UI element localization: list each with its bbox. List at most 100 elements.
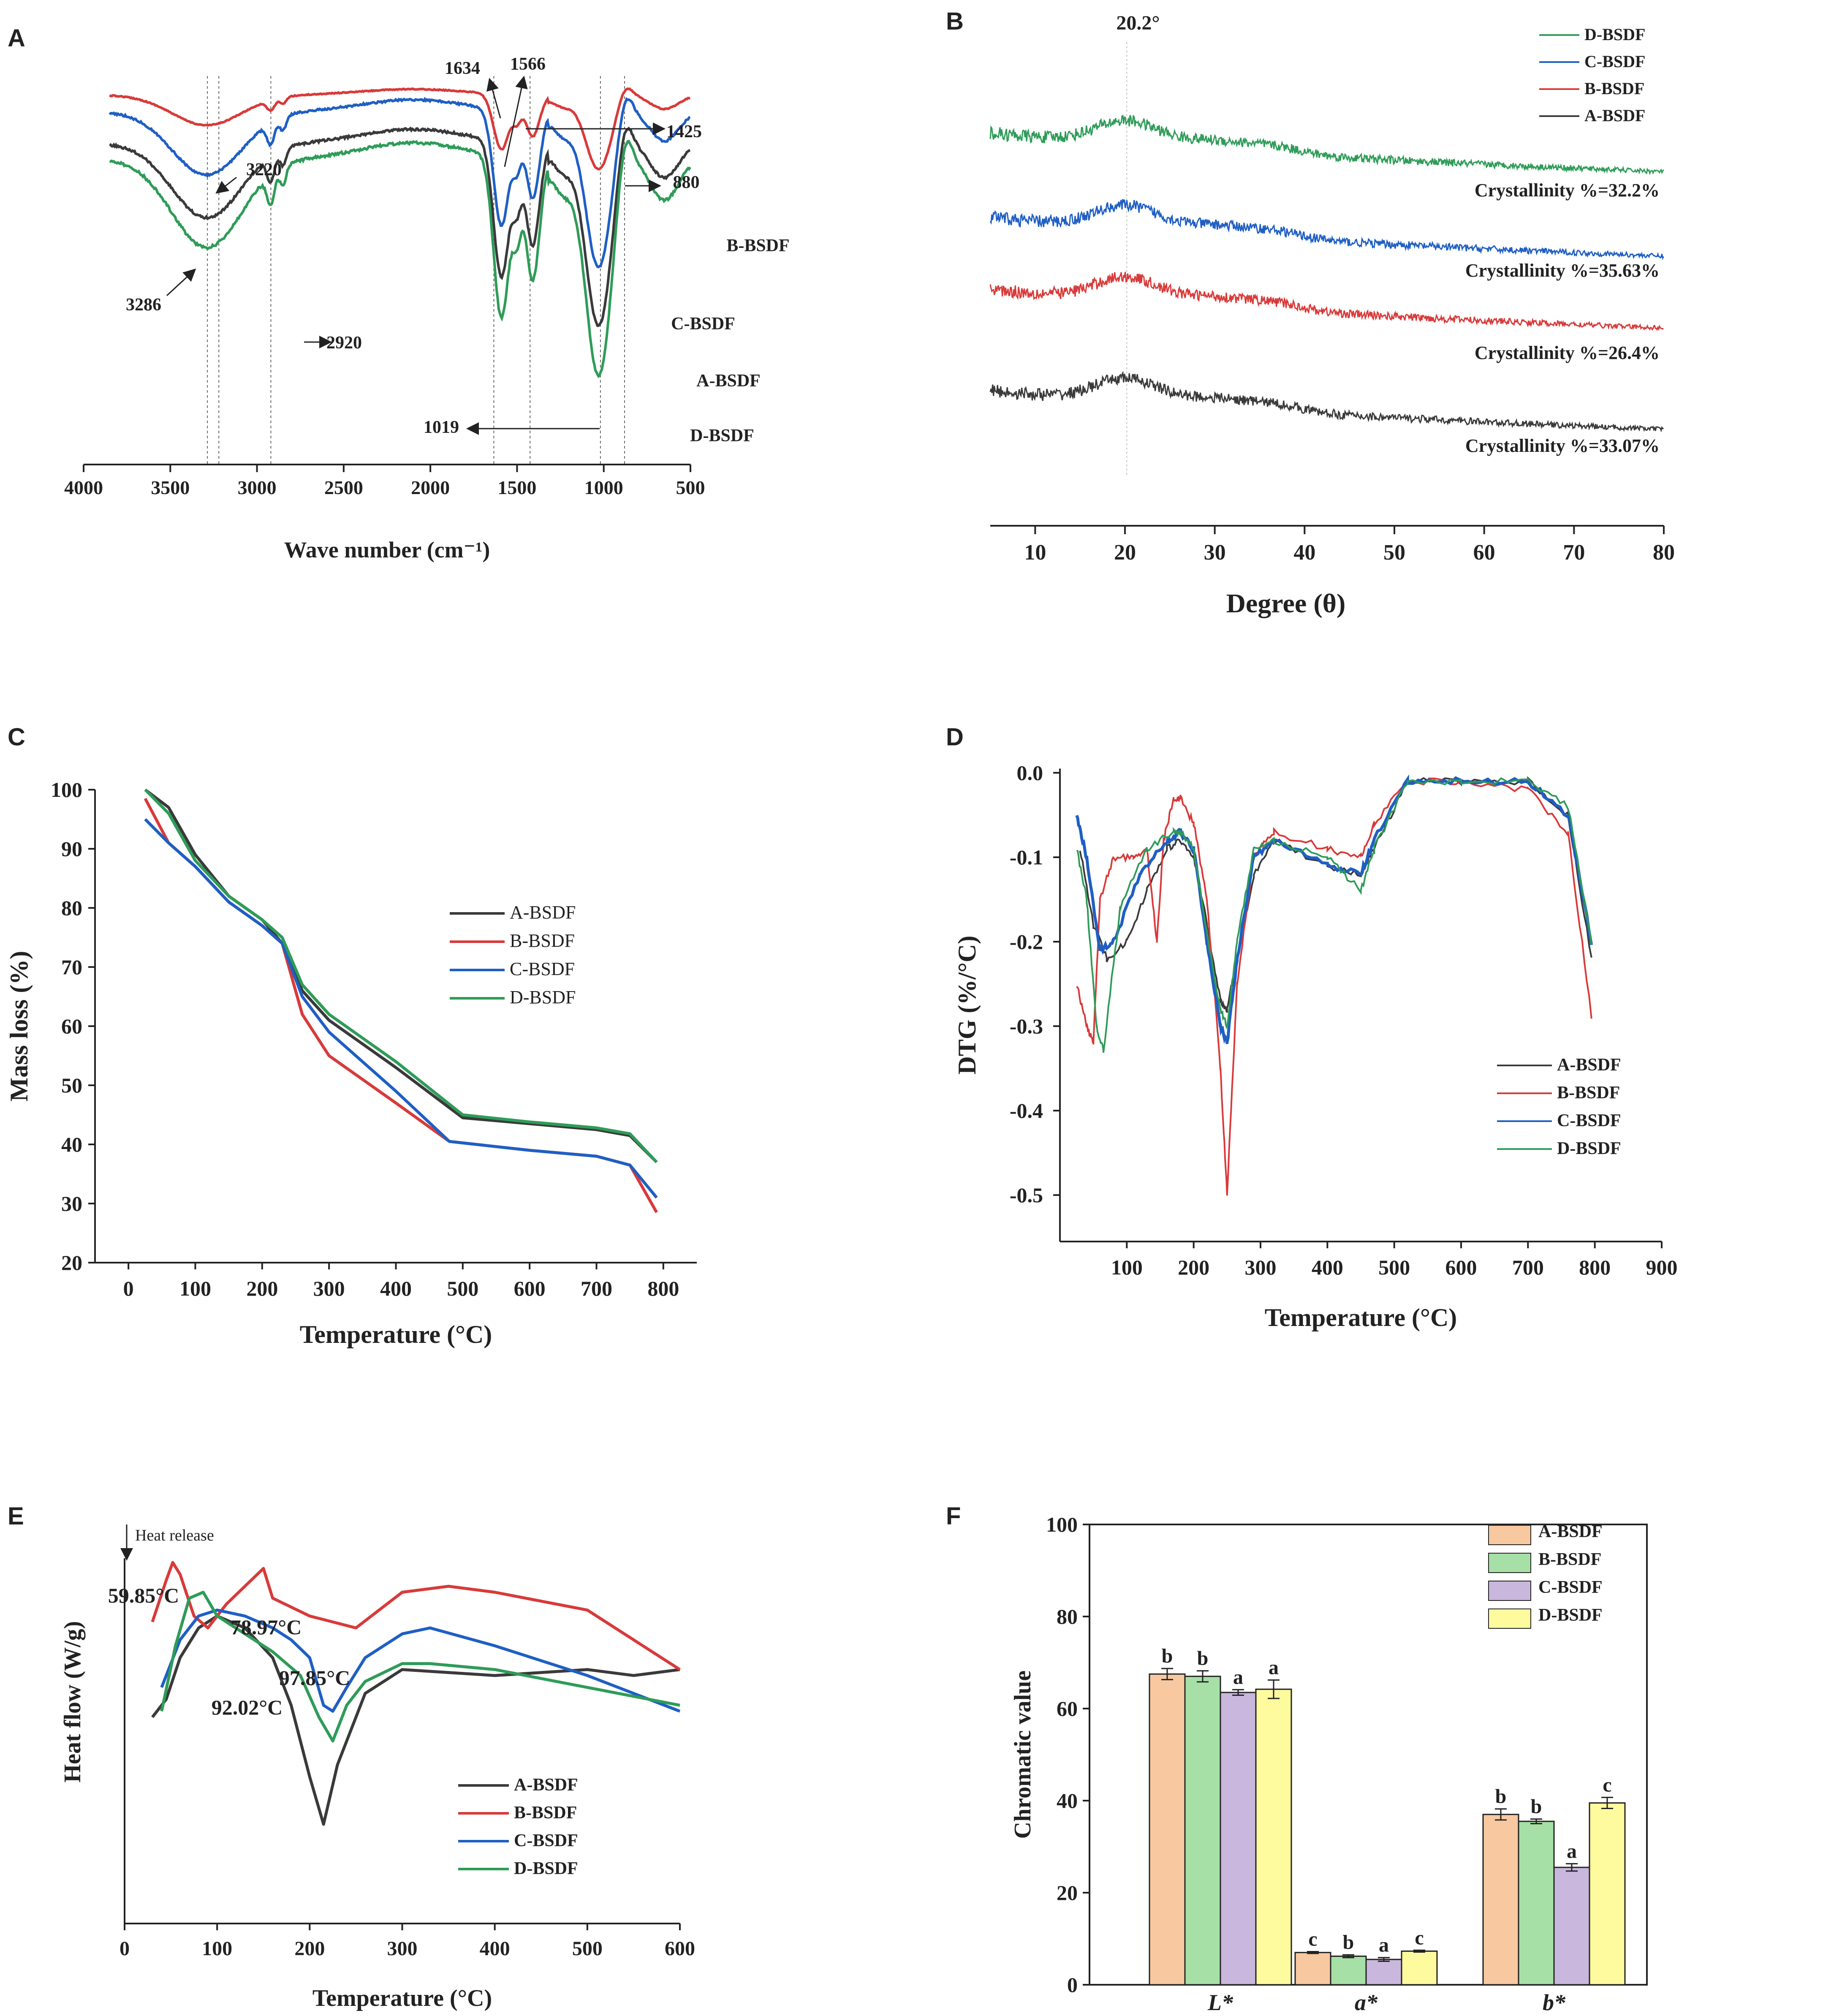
y-tick-label: 40 (1057, 1789, 1078, 1812)
x-tick-label: 200 (246, 1277, 278, 1300)
category-label: b* (1543, 1990, 1566, 2015)
y-tick-label: 60 (1057, 1697, 1078, 1720)
legend-label: B-BSDF (1557, 1083, 1620, 1103)
x-tick-label: 60 (1473, 541, 1495, 565)
legend-label: C-BSDF (1538, 1578, 1603, 1597)
series-label: C-BSDF (671, 314, 735, 334)
x-tick-label: 700 (581, 1277, 612, 1300)
dtg-curve-B-BSDF (1076, 777, 1592, 1196)
x-tick-label: 800 (1579, 1255, 1611, 1279)
tga-curve-B-BSDF (144, 798, 658, 1213)
legend-swatch (1488, 1553, 1531, 1573)
bar-D-BSDF-L* (1255, 1688, 1292, 1986)
peak-label: 92.02°C (212, 1695, 283, 1719)
x-tick-label: 50 (1383, 541, 1405, 565)
x-tick-label: 600 (1445, 1255, 1477, 1279)
x-tick-label: 1000 (584, 477, 623, 498)
series-label: A-BSDF (696, 371, 761, 391)
xrd-curve-B-BSDF (989, 272, 1664, 331)
legend-swatch (1488, 1525, 1531, 1545)
legend-label: D-BSDF (1538, 1606, 1603, 1625)
y-tick-label: -0.5 (1010, 1183, 1043, 1207)
annotation-arrow (166, 268, 196, 296)
legend-label: A-BSDF (514, 1775, 578, 1795)
x-tick-label: 200 (294, 1937, 325, 1960)
ftir-curve-A-BSDF (109, 126, 691, 327)
x-tick-label: 0 (123, 1277, 134, 1300)
crystallinity-label: Crystallinity %=33.07% (1465, 435, 1660, 456)
y-tick-label: 20 (61, 1251, 82, 1274)
significance-letter: a (1379, 1934, 1389, 1956)
ftir-curve-C-BSDF (109, 97, 691, 269)
x-tick-label: 400 (380, 1277, 412, 1300)
tga-curve-A-BSDF (144, 788, 658, 1163)
dsc-curve-C-BSDF (160, 1608, 681, 1713)
x-axis-title: Temperature (°C) (312, 1985, 492, 2011)
y-axis-title: DTG (%/°C) (953, 936, 981, 1075)
x-tick-label: 3000 (238, 477, 277, 498)
x-tick-label: 2500 (324, 477, 363, 498)
x-axis-title: Temperature (°C) (300, 1320, 492, 1348)
bar-A-BSDF-a* (1294, 1952, 1331, 1986)
legend-label: B-BSDF (510, 930, 575, 951)
x-axis-title: Temperature (°C) (1265, 1304, 1457, 1331)
legend-label: A-BSDF (1557, 1055, 1621, 1075)
peak-annotation: 3220 (246, 160, 282, 179)
legend-label: A-BSDF (1584, 106, 1645, 125)
dsc-curve-A-BSDF (151, 1614, 680, 1826)
x-tick-label: 30 (1204, 541, 1226, 565)
x-tick-label: 100 (202, 1937, 232, 1960)
significance-letter: b (1495, 1785, 1507, 1808)
dtg-curve-D-BSDF (1076, 777, 1592, 1053)
y-tick-label: 40 (61, 1133, 82, 1156)
legend-label: B-BSDF (1584, 79, 1644, 98)
x-tick-label: 300 (387, 1937, 418, 1960)
annotation-arrow (215, 177, 237, 194)
dsc-curve-B-BSDF (151, 1561, 681, 1671)
x-tick-label: 1500 (497, 477, 536, 498)
y-tick-label: 100 (1046, 1513, 1078, 1536)
crystallinity-label: Crystallinity %=26.4% (1475, 342, 1660, 363)
y-tick-label: 50 (61, 1073, 82, 1097)
peak-label: 59.85°C (108, 1584, 179, 1607)
y-tick-label: 0 (1067, 1973, 1078, 1997)
dtg-curve-C-BSDF (1075, 774, 1593, 1044)
x-tick-label: 500 (447, 1277, 478, 1300)
x-tick-label: 500 (676, 477, 705, 498)
x-tick-label: 300 (1245, 1255, 1277, 1279)
xrd-curve-C-BSDF (989, 199, 1664, 261)
peak-annotation: 1566 (510, 54, 546, 74)
panel-label-b: B (946, 8, 964, 35)
panel-e: E 0 100 200 300 400 500 600 Temperature (°C) Heat… (8, 1502, 695, 2011)
peak-label: 20.2° (1116, 12, 1160, 34)
legend-label: C-BSDF (514, 1831, 578, 1850)
heat-release-label: Heat release (135, 1527, 214, 1544)
bar-A-BSDF-L* (1149, 1673, 1186, 1986)
y-tick-label: 30 (61, 1192, 82, 1215)
legend-label: C-BSDF (510, 959, 575, 979)
legend-label: D-BSDF (514, 1859, 578, 1878)
y-tick-label: 100 (51, 778, 82, 802)
x-tick-label: 600 (665, 1937, 695, 1960)
legend-label: A-BSDF (510, 902, 576, 923)
panel-b: B 10 20 30 40 50 60 70 80 Degree (θ) 20.2° Crystall… (946, 8, 1675, 618)
x-tick-label: 20 (1114, 541, 1136, 565)
legend-label: C-BSDF (1557, 1111, 1621, 1130)
significance-letter: c (1308, 1928, 1317, 1951)
x-tick-label: 100 (1111, 1255, 1143, 1279)
x-tick-label: 800 (647, 1277, 679, 1300)
peak-annotation: 3286 (126, 295, 161, 315)
legend-label: D-BSDF (510, 987, 576, 1008)
x-tick-label: 100 (179, 1277, 211, 1300)
x-tick-label: 80 (1653, 541, 1675, 565)
annotation-arrow (486, 78, 501, 119)
tga-curve-D-BSDF (144, 788, 658, 1163)
y-axis-title: Mass loss (%) (5, 951, 33, 1102)
bar-A-BSDF-b* (1482, 1814, 1519, 1986)
dsc-curve-D-BSDF (160, 1591, 680, 1743)
peak-label: 97.85°C (279, 1666, 350, 1690)
x-tick-label: 70 (1563, 541, 1585, 565)
x-tick-label: 4000 (64, 477, 103, 498)
y-tick-label: -0.3 (1010, 1014, 1043, 1038)
peak-annotation: 1425 (666, 122, 702, 141)
